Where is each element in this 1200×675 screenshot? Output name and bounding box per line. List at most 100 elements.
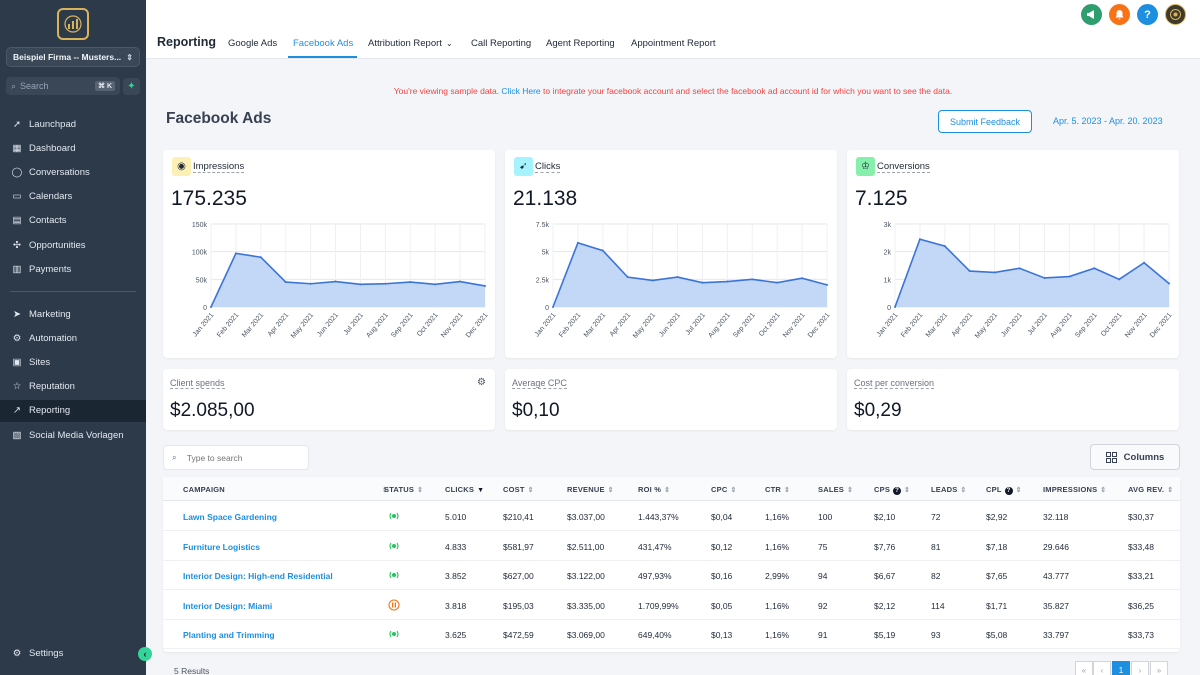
sidebar-item-opportunities[interactable]: ✣ Opportunities: [0, 234, 146, 256]
help-button[interactable]: ?: [1137, 4, 1158, 25]
card-value: $2.085,00: [170, 400, 255, 421]
cell-ctr: 2,99%: [765, 571, 790, 581]
cell-leads: 82: [931, 571, 941, 581]
y-tick-label: 3k: [884, 222, 892, 229]
sidebar-item-dashboard[interactable]: ▦ Dashboard: [0, 137, 146, 159]
column-header-cpl[interactable]: CPL? ⇕: [986, 485, 1022, 495]
sidebar-item-label: Conversations: [29, 166, 90, 178]
cell-revenue: $3.037,00: [567, 512, 605, 522]
gear-icon[interactable]: ⚙: [477, 377, 486, 388]
megaphone-button[interactable]: [1081, 4, 1102, 25]
table-header: CAMPAIGN ⇕ STATUS ⇕ CLICKS ▼ COST ⇕ REVENUE ⇕ ROI …: [163, 477, 1180, 501]
column-header-label: SALES: [818, 485, 845, 494]
collapse-sidebar-button[interactable]: ‹: [138, 647, 152, 661]
table-row[interactable]: Furniture Logistics 4.833 $581,97 $2.511,00…: [163, 532, 1180, 561]
tab-facebook-ads[interactable]: Facebook Ads: [293, 38, 354, 49]
cell-revenue: $3.122,00: [567, 571, 605, 581]
x-tick-label: Jan 2021: [534, 312, 558, 339]
column-header-cpc[interactable]: CPC ⇕: [711, 485, 737, 494]
table-search[interactable]: ⌕: [163, 445, 309, 470]
sidebar-item-conversations[interactable]: ◯ Conversations: [0, 161, 146, 183]
notice-suffix: to integrate your facebook account and s…: [543, 86, 953, 96]
column-header-leads[interactable]: LEADS ⇕: [931, 485, 967, 494]
table-row[interactable]: Interior Design: High-end Residential 3.8…: [163, 561, 1180, 590]
sidebar-item-label: Reporting: [29, 405, 71, 417]
tab-google-ads[interactable]: Google Ads: [228, 38, 278, 49]
campaign-link[interactable]: Planting and Trimming: [183, 630, 275, 640]
data-point: [384, 282, 387, 285]
active-status-icon: [389, 542, 399, 549]
column-header-status[interactable]: STATUS ⇕: [384, 485, 423, 494]
submit-feedback-button[interactable]: Submit Feedback: [938, 110, 1032, 133]
sidebar-item-payments[interactable]: ▥ Payments: [0, 258, 146, 280]
sidebar-item-sites[interactable]: ▣ Sites: [0, 351, 146, 373]
x-tick-label: Jun 2021: [1000, 312, 1024, 339]
campaign-link[interactable]: Interior Design: Miami: [183, 600, 273, 611]
data-point: [801, 277, 804, 280]
sidebar-item-launchpad[interactable]: ➚ Launchpad: [0, 113, 146, 135]
cell-clicks: 4.833: [445, 541, 467, 552]
column-header-cps[interactable]: CPS? ⇕: [874, 485, 910, 495]
company-logo[interactable]: [57, 8, 89, 40]
sidebar-item-settings[interactable]: ⚙ Settings: [0, 642, 146, 664]
series-line: [552, 241, 828, 308]
table-search-input[interactable]: [186, 452, 297, 463]
campaign-link[interactable]: Furniture Logistics: [183, 541, 260, 552]
tab-call-reporting[interactable]: Call Reporting: [471, 38, 532, 49]
prev-page-button[interactable]: ‹: [1093, 661, 1111, 675]
x-tick-label: Aug 2021: [707, 312, 732, 340]
cell-cost: $627,00: [503, 571, 534, 581]
trophy-icon: ♔: [856, 157, 875, 176]
table-row[interactable]: Lawn Space Gardening 5.010 $210,41 $3.037,0…: [163, 502, 1180, 531]
columns-icon: [1105, 451, 1117, 463]
campaign-link[interactable]: Interior Design: High-end Residential: [183, 571, 333, 581]
tab-appointment-report[interactable]: Appointment Report: [631, 38, 716, 49]
column-header-impressions[interactable]: IMPRESSIONS ⇕: [1043, 485, 1106, 494]
eye-icon: ◉: [172, 157, 191, 176]
sidebar-item-label: Automation: [29, 332, 78, 344]
last-page-button[interactable]: »: [1150, 661, 1168, 675]
column-header-label: CLICKS: [445, 485, 475, 494]
sidebar-item-reporting[interactable]: ↗ Reporting: [0, 399, 146, 422]
sidebar-item-reputation[interactable]: ☆ Reputation: [0, 376, 146, 398]
date-range-picker[interactable]: Apr. 5. 2023 - Apr. 20. 2023: [1053, 116, 1163, 126]
column-header-revenue[interactable]: REVENUE ⇕: [567, 485, 614, 494]
cell-revenue: $3.335,00: [567, 600, 605, 611]
cell-avg-rev: $36,25: [1128, 600, 1154, 611]
tab-attribution-report[interactable]: Attribution Report ⌄: [368, 38, 453, 49]
campaign-link[interactable]: Lawn Space Gardening: [183, 512, 277, 522]
sidebar-item-automation[interactable]: ⚙ Automation: [0, 327, 146, 349]
table-row[interactable]: Planting and Trimming 3.625 $472,59 $3.069,…: [163, 620, 1180, 649]
column-header-campaign[interactable]: CAMPAIGN ⇕: [183, 485, 388, 494]
integrate-link[interactable]: Click Here: [501, 86, 541, 96]
column-header-clicks[interactable]: CLICKS ▼: [445, 485, 484, 494]
automation-icon: ⚙: [12, 332, 22, 344]
cell-cps: $7,76: [874, 541, 896, 552]
tab-agent-reporting[interactable]: Agent Reporting: [546, 38, 615, 49]
column-header-sales[interactable]: SALES ⇕: [818, 485, 853, 494]
page-number-button[interactable]: 1: [1112, 661, 1130, 675]
sidebar-search[interactable]: ⌕ Search ⌘ K: [6, 77, 120, 95]
columns-button[interactable]: Columns: [1090, 444, 1180, 470]
card-label: Client spends: [170, 378, 225, 389]
column-header-cost[interactable]: COST ⇕: [503, 485, 534, 494]
quick-action-button[interactable]: ✦: [123, 78, 140, 95]
sidebar-item-calendars[interactable]: ▭ Calendars: [0, 186, 146, 208]
table-row[interactable]: Interior Design: Miami 3.818 $195,03 $3.335…: [163, 591, 1180, 620]
sidebar-item-marketing[interactable]: ➤ Marketing: [0, 303, 146, 325]
cell-roi: 431,47%: [638, 541, 672, 552]
next-page-button[interactable]: ›: [1131, 661, 1149, 675]
column-header-roi[interactable]: ROI % ⇕: [638, 485, 670, 494]
user-avatar[interactable]: [1165, 4, 1186, 25]
notifications-button[interactable]: [1109, 4, 1130, 25]
column-header-avg-rev[interactable]: AVG REV. ⇕: [1128, 485, 1173, 494]
location-switcher[interactable]: Beispiel Firma -- Musters... ⇕: [6, 47, 140, 67]
column-header-ctr[interactable]: CTR ⇕: [765, 485, 790, 494]
column-header-label: AVG REV.: [1128, 485, 1165, 494]
y-tick-label: 50k: [196, 277, 208, 284]
y-tick-label: 5k: [542, 250, 550, 257]
sidebar-item-contacts[interactable]: ▤ Contacts: [0, 210, 146, 232]
sidebar-item-social-media-vorlagen[interactable]: ▧ Social Media Vorlagen: [0, 424, 146, 446]
sidebar-item-label: Reputation: [29, 381, 75, 393]
first-page-button[interactable]: «: [1075, 661, 1093, 675]
